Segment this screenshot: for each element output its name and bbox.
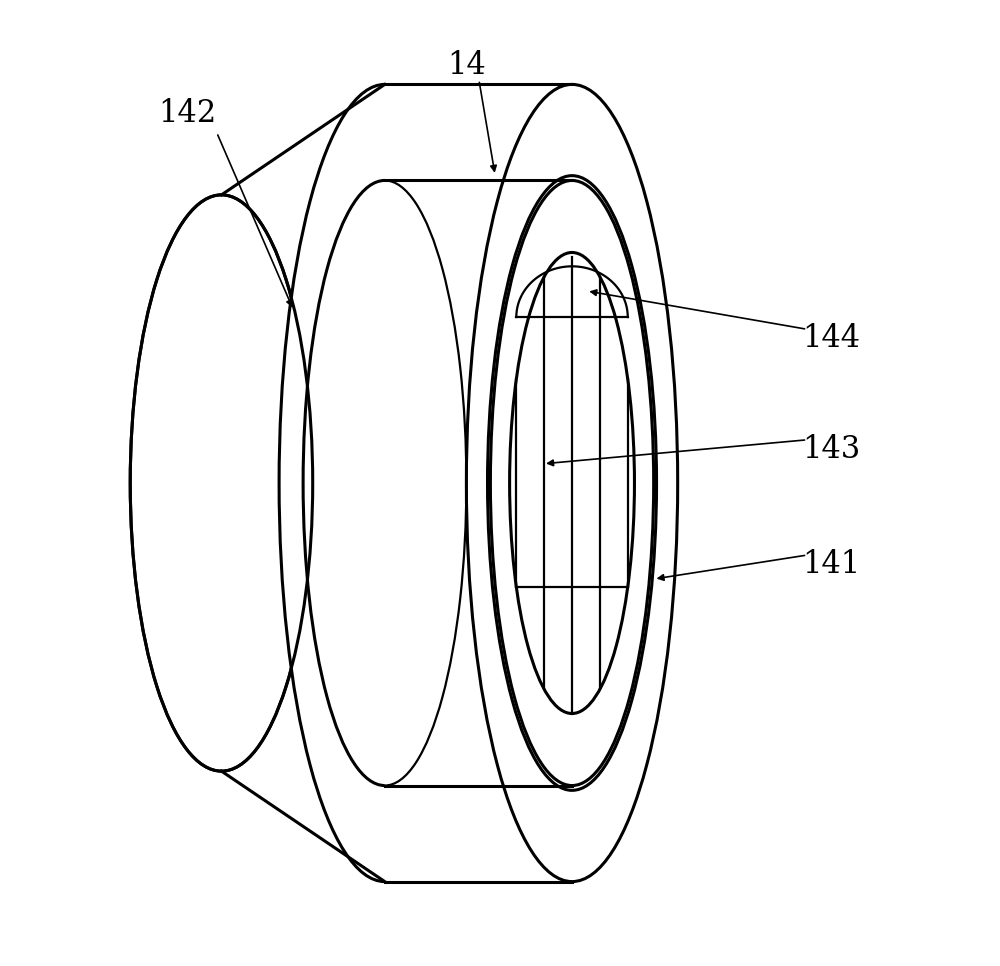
Text: 14: 14 bbox=[447, 49, 486, 81]
Ellipse shape bbox=[303, 181, 466, 785]
Text: 144: 144 bbox=[802, 324, 860, 355]
Ellipse shape bbox=[130, 195, 313, 771]
Text: 143: 143 bbox=[802, 434, 860, 465]
Text: 142: 142 bbox=[159, 98, 217, 128]
Ellipse shape bbox=[510, 252, 634, 714]
Ellipse shape bbox=[510, 252, 634, 714]
Ellipse shape bbox=[488, 176, 657, 790]
Ellipse shape bbox=[279, 84, 490, 882]
Polygon shape bbox=[385, 181, 572, 785]
Polygon shape bbox=[385, 84, 572, 882]
Text: 141: 141 bbox=[802, 549, 860, 581]
Ellipse shape bbox=[466, 84, 678, 882]
Ellipse shape bbox=[490, 181, 654, 785]
